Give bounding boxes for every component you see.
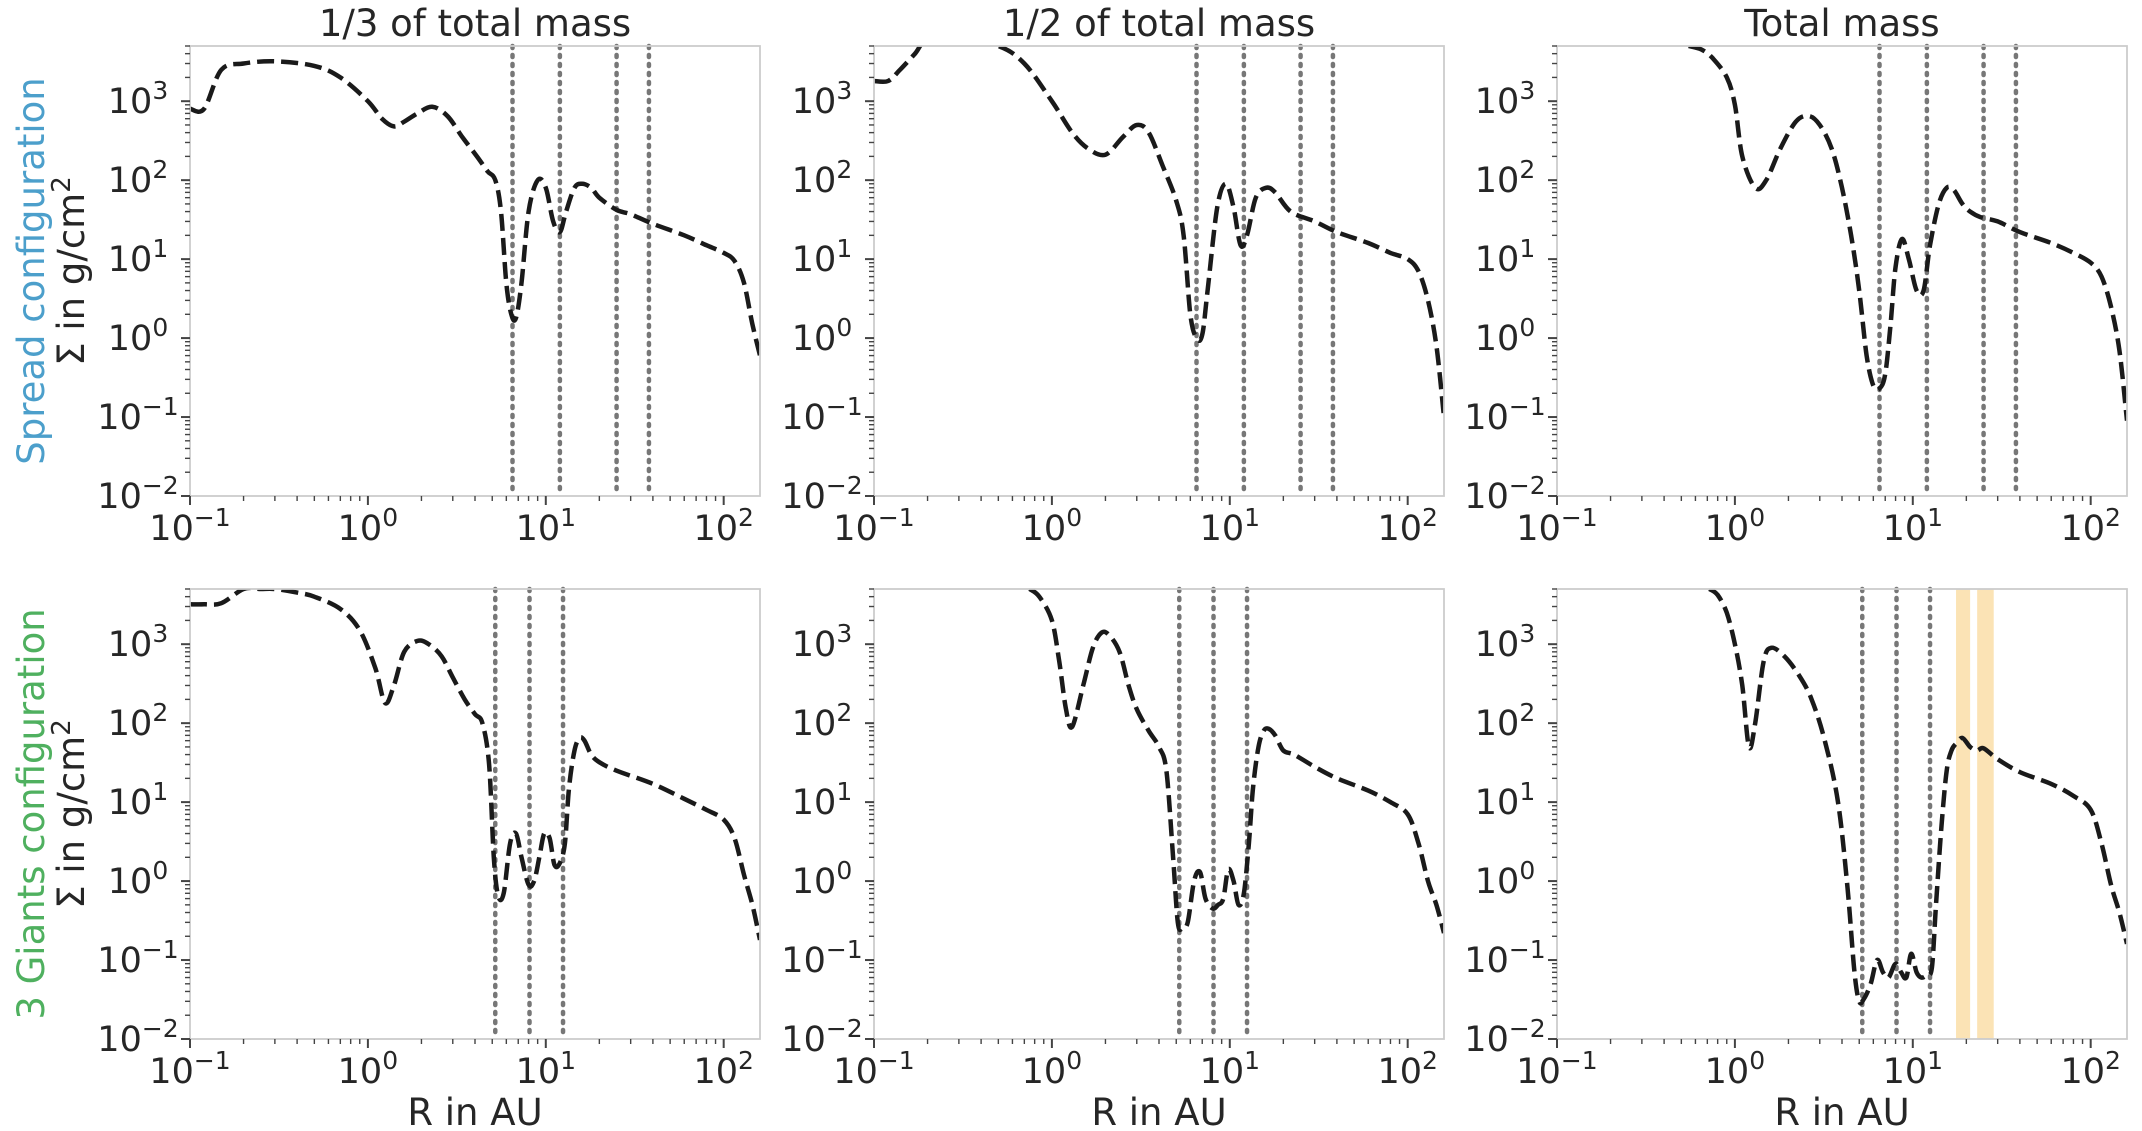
row-config-label: Spread configuration [10, 77, 53, 465]
x-tick-label: 102 [1377, 503, 1437, 549]
y-tick-label: 101 [792, 234, 852, 280]
x-tick-label: 10−1 [149, 1046, 230, 1092]
x-tick-label: 101 [1200, 503, 1260, 549]
row-config-label: 3 Giants configuration [10, 608, 53, 1019]
y-axis-label: Σ in g/cm2 [47, 719, 93, 909]
y-tick-label: 10−2 [97, 471, 178, 517]
x-tick-label: 10−1 [833, 1046, 914, 1092]
y-tick-label: 10−1 [781, 935, 862, 981]
y-tick-label: 101 [1475, 234, 1535, 280]
x-tick-label: 102 [2060, 503, 2120, 549]
y-tick-label: 100 [108, 856, 168, 902]
x-tick-label: 101 [516, 1046, 576, 1092]
plot-frame [189, 588, 761, 1040]
x-tick-label: 102 [693, 503, 753, 549]
surface-density-line [874, 46, 1444, 418]
y-tick-label: 10−1 [1464, 392, 1545, 438]
x-axis-label: R in AU [407, 1091, 542, 1131]
x-tick-label: 100 [1022, 503, 1082, 549]
y-tick-label: 101 [792, 777, 852, 823]
y-tick-label: 103 [1475, 619, 1535, 665]
y-tick-label: 10−2 [1464, 1014, 1545, 1060]
x-tick-label: 100 [338, 503, 398, 549]
y-tick-label: 102 [1475, 155, 1535, 201]
y-tick-label: 10−1 [781, 392, 862, 438]
surface-density-line [190, 58, 760, 357]
y-tick-label: 102 [792, 698, 852, 744]
plot-frame [1556, 45, 2128, 497]
y-tick-label: 103 [792, 76, 852, 122]
surface-density-line [1688, 46, 2127, 421]
y-tick-label: 102 [1475, 698, 1535, 744]
x-tick-label: 100 [1705, 1046, 1765, 1092]
y-tick-label: 102 [108, 698, 168, 744]
y-tick-label: 100 [108, 313, 168, 359]
surface-density-line [1708, 589, 2127, 1006]
x-tick-label: 101 [1200, 1046, 1260, 1092]
x-tick-label: 102 [2060, 1046, 2120, 1092]
y-tick-label: 10−2 [781, 471, 862, 517]
y-tick-label: 101 [1475, 777, 1535, 823]
y-tick-label: 102 [792, 155, 852, 201]
y-tick-label: 10−2 [1464, 471, 1545, 517]
y-tick-label: 103 [1475, 76, 1535, 122]
y-axis-label: Σ in g/cm2 [47, 176, 93, 366]
x-tick-label: 10−1 [833, 503, 914, 549]
y-tick-label: 100 [1475, 856, 1535, 902]
x-tick-label: 101 [1883, 1046, 1943, 1092]
column-title: Total mass [1743, 2, 1939, 45]
y-tick-label: 100 [792, 313, 852, 359]
y-tick-label: 102 [108, 155, 168, 201]
y-tick-label: 10−1 [1464, 935, 1545, 981]
y-tick-label: 10−2 [781, 1014, 862, 1060]
x-tick-label: 10−1 [149, 503, 230, 549]
highlight-band [1956, 589, 1971, 1039]
y-tick-label: 10−2 [97, 1014, 178, 1060]
x-axis-label: R in AU [1774, 1091, 1909, 1131]
column-title: 1/2 of total mass [1003, 2, 1315, 45]
plot-frame [1556, 588, 2128, 1040]
x-tick-label: 100 [338, 1046, 398, 1092]
x-tick-label: 101 [516, 503, 576, 549]
y-tick-label: 100 [1475, 313, 1535, 359]
x-axis-label: R in AU [1091, 1091, 1226, 1131]
x-tick-label: 100 [1022, 1046, 1082, 1092]
x-tick-label: 10−1 [1516, 503, 1597, 549]
surface-density-line [190, 589, 760, 941]
x-tick-label: 10−1 [1516, 1046, 1597, 1092]
x-tick-label: 101 [1883, 503, 1943, 549]
x-tick-label: 102 [1377, 1046, 1437, 1092]
y-tick-label: 10−1 [97, 935, 178, 981]
y-tick-label: 10−1 [97, 392, 178, 438]
plot-frame [873, 45, 1445, 497]
y-tick-label: 103 [792, 619, 852, 665]
y-tick-label: 101 [108, 234, 168, 280]
surface-density-line [1028, 589, 1444, 934]
x-tick-label: 102 [693, 1046, 753, 1092]
highlight-band [1977, 589, 1994, 1039]
plot-frame [873, 588, 1445, 1040]
column-title: 1/3 of total mass [319, 2, 631, 45]
x-tick-label: 100 [1705, 503, 1765, 549]
y-tick-label: 103 [108, 76, 168, 122]
y-tick-label: 103 [108, 619, 168, 665]
y-tick-label: 101 [108, 777, 168, 823]
y-tick-label: 100 [792, 856, 852, 902]
plot-frame [189, 45, 761, 497]
